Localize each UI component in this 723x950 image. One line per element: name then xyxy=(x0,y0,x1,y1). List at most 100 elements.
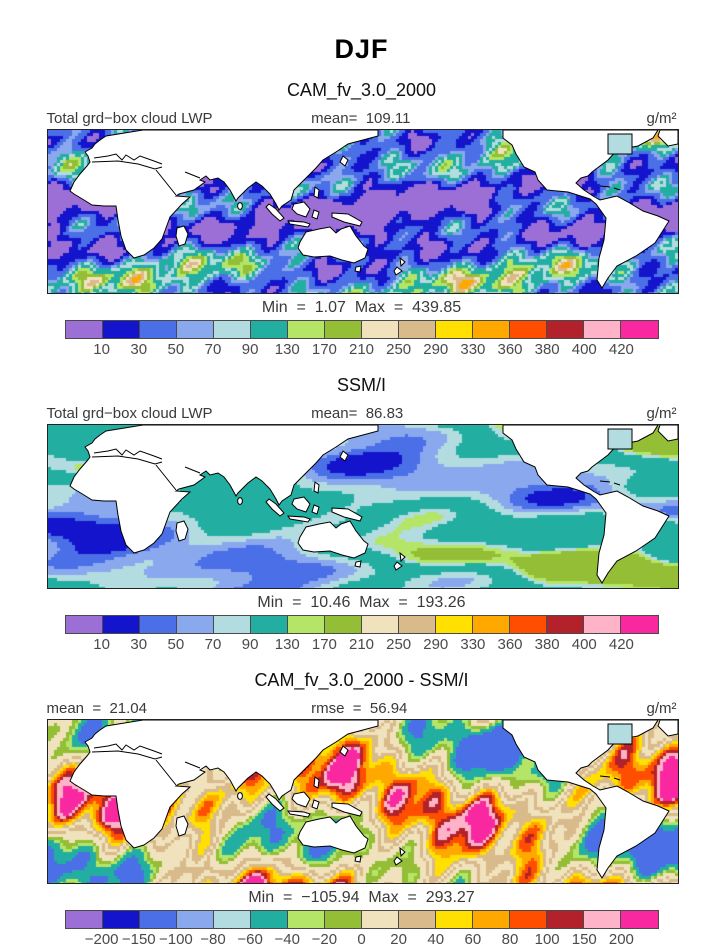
panel3-mean: mean = 21.04 xyxy=(47,700,312,717)
panel1-max-value: 439.85 xyxy=(412,299,462,316)
max-label: Max = xyxy=(350,594,417,611)
panel2-title: SSM/I xyxy=(336,375,386,395)
colorbar-cell xyxy=(212,616,250,633)
panel2: Total grd−box cloud LWP mean= 86.83 g/m²… xyxy=(46,405,679,655)
panel3-mean-label: mean = xyxy=(46,700,110,717)
colorbar-tick-label: 420 xyxy=(608,341,634,358)
panel2-colorbar: 10 30 50 70 90 130 170 210 250 290 330 360 380 400 420 xyxy=(64,615,659,655)
panel2-colorbar-cells xyxy=(64,615,659,634)
panel3-minmax: Min = −105.94 Max = 293.27 xyxy=(47,889,677,907)
panel2-header: Total grd−box cloud LWP mean= 86.83 g/m² xyxy=(47,405,677,424)
colorbar-cell xyxy=(249,321,287,338)
colorbar-cell xyxy=(583,616,621,633)
colorbar-tick-label: 210 xyxy=(348,341,375,358)
colorbar-tick-label: 170 xyxy=(311,636,337,653)
colorbar-tick-label: 170 xyxy=(311,341,337,358)
panel3-header: mean = 21.04 rmse = 56.94 g/m² xyxy=(47,700,677,719)
colorbar-cell xyxy=(435,321,473,338)
season-title: DJF xyxy=(334,34,389,64)
colorbar-tick-label: 400 xyxy=(571,636,597,653)
colorbar-tick-label: 250 xyxy=(386,636,412,653)
colorbar-tick-label: 250 xyxy=(386,341,412,358)
panel1-coastlines xyxy=(69,130,678,289)
colorbar-cell xyxy=(361,616,399,633)
colorbar-tick-label: 130 xyxy=(274,341,300,358)
colorbar-cell xyxy=(620,911,658,928)
colorbar-tick-label: 50 xyxy=(167,341,185,358)
panel3-rmse: rmse = 56.94 xyxy=(311,700,646,717)
colorbar-tick-label: 360 xyxy=(497,636,523,653)
panel2-mean: mean= 86.83 xyxy=(311,405,646,422)
colorbar-cell xyxy=(212,321,250,338)
colorbar-cell xyxy=(472,321,510,338)
panel3-mean-value: 21.04 xyxy=(109,700,147,717)
max-label: Max = xyxy=(345,299,413,316)
panel2-min-value: 10.46 xyxy=(310,594,351,611)
colorbar-cell xyxy=(472,911,510,928)
colorbar-tick-label: 290 xyxy=(423,341,449,358)
panel2-units: g/m² xyxy=(646,405,677,422)
colorbar-cell xyxy=(65,321,102,338)
colorbar-cell xyxy=(101,616,139,633)
panel1-minmax: Min = 1.07 Max = 439.85 xyxy=(47,299,677,317)
colorbar-cell xyxy=(175,911,213,928)
panel3-rmse-value: 56.94 xyxy=(369,700,408,717)
colorbar-cell xyxy=(286,616,324,633)
colorbar-cell xyxy=(175,616,213,633)
colorbar-cell xyxy=(472,616,510,633)
colorbar-tick-label: 70 xyxy=(204,341,222,358)
colorbar-tick-label: 130 xyxy=(274,636,300,653)
panel2-colorbar-ticks: 10 30 50 70 90 130 170 210 250 290 330 360 380 400 420 xyxy=(65,636,659,655)
max-label: Max = xyxy=(359,889,426,906)
colorbar-tick-label: 10 xyxy=(93,636,110,653)
colorbar-cell xyxy=(249,616,287,633)
panel2-max-value: 193.26 xyxy=(416,594,466,611)
colorbar-tick-label: 380 xyxy=(534,341,560,358)
colorbar-tick-label: 380 xyxy=(534,636,560,653)
colorbar-tick-label: 10 xyxy=(93,341,110,358)
min-label: Min = xyxy=(248,889,302,906)
colorbar-cell xyxy=(620,616,658,633)
colorbar-cell xyxy=(101,321,139,338)
min-label: Min = xyxy=(257,594,311,611)
colorbar-cell xyxy=(175,321,213,338)
colorbar-cell xyxy=(286,911,324,928)
colorbar-cell xyxy=(583,321,621,338)
panel3-map xyxy=(46,719,679,884)
panel3-units: g/m² xyxy=(646,700,677,717)
panel3-min-value: −105.94 xyxy=(301,889,360,906)
colorbar-cell xyxy=(101,911,139,928)
colorbar-cell xyxy=(212,911,250,928)
colorbar-tick-label: 360 xyxy=(497,341,523,358)
panel1-map xyxy=(46,129,679,294)
colorbar-tick-label: 50 xyxy=(167,636,185,653)
colorbar-tick-label: 200 xyxy=(608,931,634,948)
panel3-colorbar-ticks: −200 −150 −100 −80 −60 −40 −20 0 20 40 60 80 100 150 2… xyxy=(65,931,659,950)
panel1-mean: mean= 109.11 xyxy=(311,110,646,127)
panel1-min-value: 1.07 xyxy=(314,299,346,316)
panel2-mean-label: mean= xyxy=(311,405,366,422)
colorbar-cell xyxy=(138,321,176,338)
colorbar-cell xyxy=(138,911,176,928)
colorbar-cell xyxy=(546,616,584,633)
colorbar-cell xyxy=(509,911,547,928)
colorbar-tick-label: 30 xyxy=(130,341,148,358)
colorbar-cell xyxy=(323,616,361,633)
panel1-title: CAM_fv_3.0_2000 xyxy=(286,80,437,100)
colorbar-cell xyxy=(361,321,399,338)
panel3: mean = 21.04 rmse = 56.94 g/m² Min = −10… xyxy=(46,700,679,950)
panel3-colorbar-cells xyxy=(64,910,659,929)
colorbar-tick-label: 90 xyxy=(241,636,259,653)
colorbar-cell xyxy=(398,911,436,928)
colorbar-cell xyxy=(509,616,547,633)
panel3-title: CAM_fv_3.0_2000 - SSM/I xyxy=(254,670,469,690)
panel1-variable-label: Total grd−box cloud LWP xyxy=(46,110,213,127)
colorbar-tick-label: 330 xyxy=(460,341,486,358)
colorbar-tick-label: 290 xyxy=(423,636,449,653)
colorbar-tick-label: 90 xyxy=(241,341,259,358)
panel1-colorbar-ticks: 10 30 50 70 90 130 170 210 250 290 330 360 380 400 420 xyxy=(65,341,659,360)
panel1-mean-value: 109.11 xyxy=(365,110,411,127)
colorbar-cell xyxy=(435,616,473,633)
panel3-rmse-label: rmse = xyxy=(311,700,370,717)
panel2-variable-label: Total grd−box cloud LWP xyxy=(46,405,213,422)
